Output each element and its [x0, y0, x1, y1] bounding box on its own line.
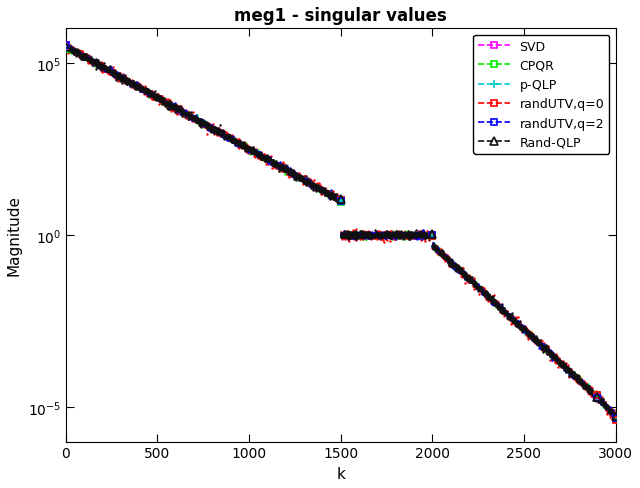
Title: meg1 - singular values: meg1 - singular values [234, 7, 447, 25]
Legend: SVD, CPQR, p-QLP, randUTV,q=0, randUTV,q=2, Rand-QLP: SVD, CPQR, p-QLP, randUTV,q=0, randUTV,q… [474, 36, 609, 155]
Y-axis label: Magnitude: Magnitude [7, 195, 22, 276]
X-axis label: k: k [336, 466, 345, 481]
